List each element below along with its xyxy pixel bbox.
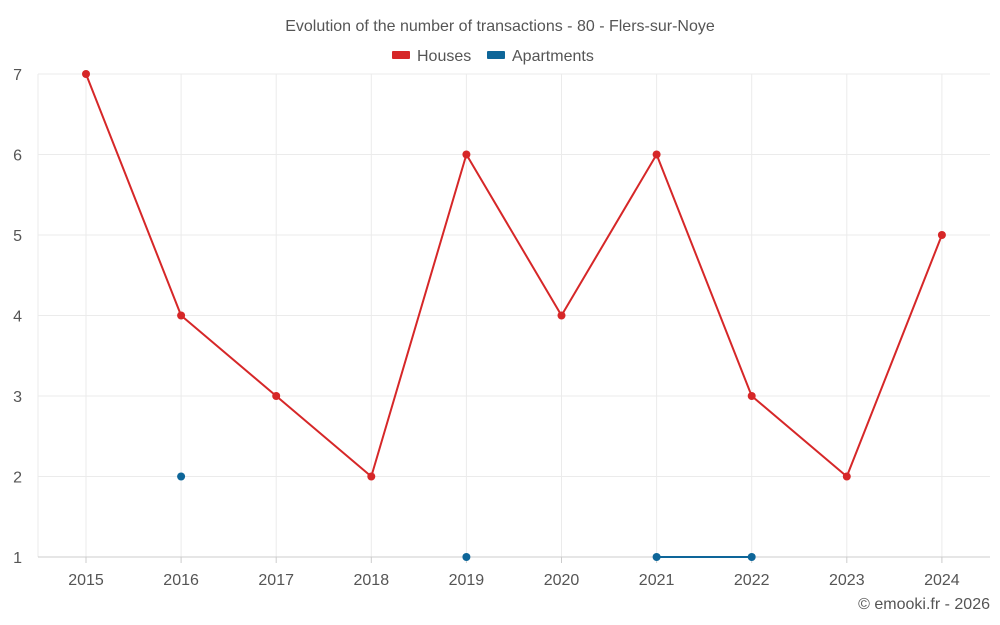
series-layer [82,70,946,561]
data-point-apartments[interactable] [747,553,756,561]
chart-title: Evolution of the number of transactions … [285,18,715,35]
data-point-houses[interactable] [367,472,376,481]
data-point-apartments[interactable] [177,472,186,481]
x-gridlines [85,74,943,563]
data-point-houses[interactable] [557,311,566,320]
data-point-apartments[interactable] [462,553,471,561]
x-tick-label: 2020 [544,572,580,589]
series-line-houses [85,73,943,478]
x-tick-label: 2022 [734,572,770,589]
x-tick-label: 2024 [924,572,960,589]
x-tick-label: 2023 [829,572,865,589]
x-tick-labels: 2015 2016 2017 2018 2019 2020 2021 2022 2023 2024 [68,572,960,589]
x-tick-label: 2015 [68,572,104,589]
y-tick-label: 4 [13,309,22,326]
legend: Houses Apartments [392,48,594,65]
data-point-houses[interactable] [747,392,756,400]
y-tick-label: 1 [13,550,22,567]
data-point-houses[interactable] [272,392,281,400]
data-point-apartments[interactable] [652,553,661,561]
x-tick-label: 2016 [163,572,199,589]
series-apartments [177,472,756,561]
x-tick-label: 2017 [258,572,294,589]
data-point-houses[interactable] [82,70,90,78]
x-tick-label: 2021 [639,572,675,589]
data-point-houses[interactable] [652,150,661,159]
x-tick-label: 2018 [354,572,390,589]
legend-swatch-houses [392,51,410,59]
credit-text: © emooki.fr - 2026 [858,596,990,613]
data-point-houses[interactable] [462,150,471,159]
series-houses [82,70,946,481]
y-tick-label: 3 [13,389,22,406]
y-tick-label: 2 [13,470,22,487]
legend-label-apartments[interactable]: Apartments [512,48,594,65]
data-point-houses[interactable] [842,472,851,481]
y-tick-label: 5 [13,228,22,245]
y-tick-label: 7 [13,67,22,84]
legend-label-houses[interactable]: Houses [417,48,471,65]
y-gridlines [37,73,990,557]
data-point-houses[interactable] [937,231,946,239]
x-tick-label: 2019 [449,572,485,589]
data-point-houses[interactable] [177,311,186,320]
y-tick-label: 6 [13,148,22,165]
y-tick-labels: 1 2 3 4 5 6 7 [13,67,22,567]
legend-swatch-apartments [487,51,505,59]
